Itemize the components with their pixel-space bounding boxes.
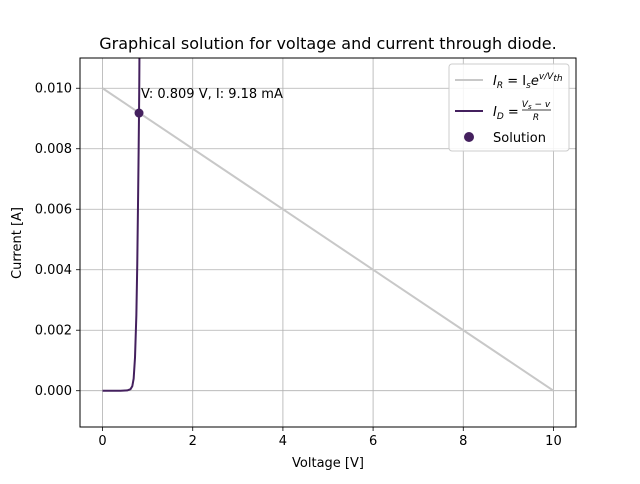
- x-tick-label: 4: [279, 434, 287, 449]
- y-tick-label: 0.008: [35, 142, 72, 157]
- legend-label-solution: Solution: [493, 131, 546, 146]
- annotations: V: 0.809 V, I: 9.18 mA: [141, 87, 283, 102]
- plot-frame: [79, 57, 577, 428]
- series-line-0: [101, 87, 555, 392]
- x-tick-label: 8: [459, 434, 467, 449]
- y-tick-label: 0.000: [35, 384, 72, 399]
- legend-label-id-lhs: ID =: [493, 105, 519, 122]
- y-tick-label: 0.002: [35, 324, 72, 339]
- legend-label-id-numerator: Vs − v: [522, 100, 551, 111]
- solution-point: [134, 108, 144, 118]
- legend: IR = Isev/Vth ID = Vs − v R Solution: [448, 63, 570, 152]
- x-tick-label: 0: [98, 434, 106, 449]
- series-line-1: [102, 58, 141, 392]
- y-tick-label: 0.004: [35, 263, 72, 278]
- legend-label-id-denominator: R: [533, 113, 539, 123]
- axes: 0 2 4 6 8 10 0.000 0.002 0.004 0.006 0.008 0.010: [35, 57, 577, 449]
- x-tick-label: 2: [189, 434, 197, 449]
- y-tick-label: 0.010: [35, 82, 72, 97]
- legend-swatch-solution: [464, 132, 474, 142]
- legend-frame: [448, 63, 570, 152]
- x-tick-label: 10: [545, 434, 562, 449]
- x-tick-label: 6: [369, 434, 377, 449]
- plot-series: [101, 58, 555, 392]
- y-tick-label: 0.006: [35, 203, 72, 218]
- x-axis-label: Voltage [V]: [292, 456, 364, 471]
- legend-label-ir: IR = Isev/Vth: [493, 72, 563, 91]
- solution-annotation: V: 0.809 V, I: 9.18 mA: [141, 87, 283, 102]
- y-axis-label: Current [A]: [10, 207, 25, 279]
- chart-title: Graphical solution for voltage and curre…: [99, 34, 556, 53]
